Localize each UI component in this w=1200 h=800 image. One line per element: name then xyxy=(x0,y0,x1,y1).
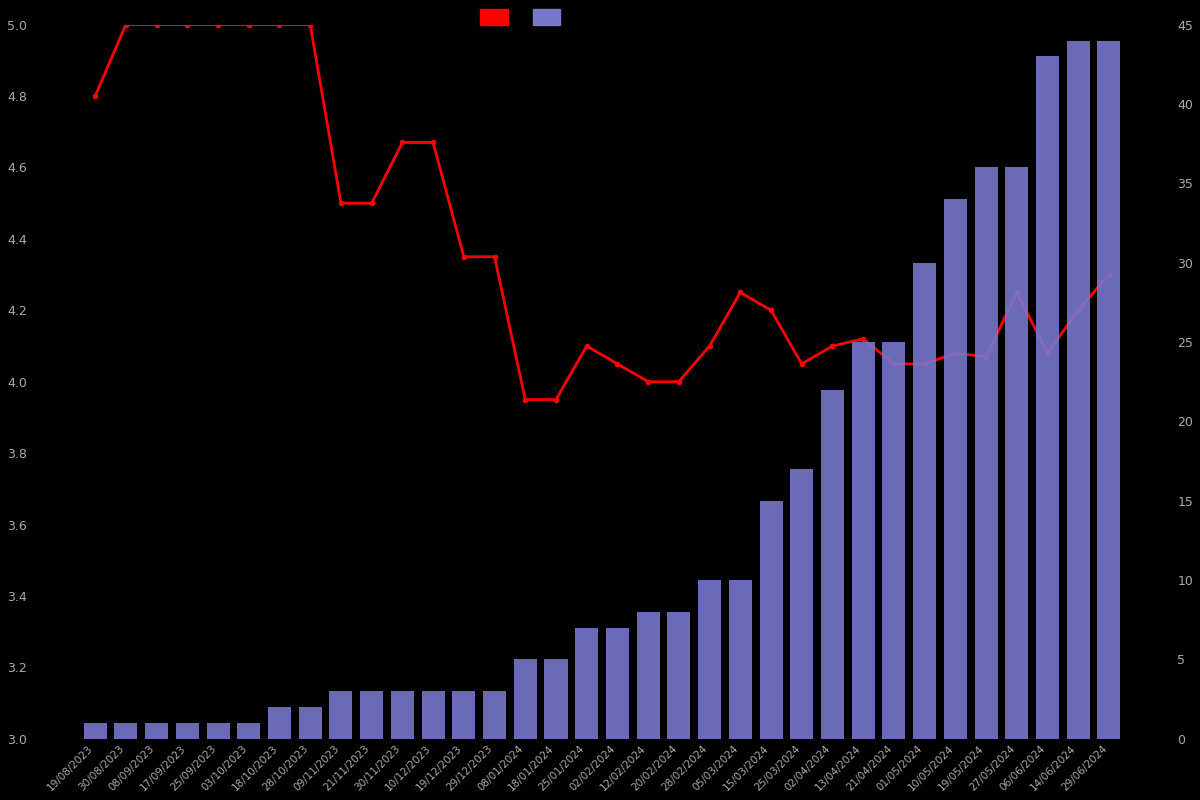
Bar xyxy=(330,691,353,738)
Bar xyxy=(1098,41,1121,738)
Bar xyxy=(760,501,782,738)
Bar xyxy=(514,659,536,738)
Bar xyxy=(268,707,292,738)
Bar xyxy=(145,723,168,738)
Bar xyxy=(791,469,814,738)
Bar xyxy=(1006,167,1028,738)
Bar xyxy=(882,342,906,738)
Bar xyxy=(913,262,936,738)
Bar xyxy=(299,707,322,738)
Bar xyxy=(360,691,383,738)
Bar xyxy=(206,723,229,738)
Legend: , : , xyxy=(474,3,570,30)
Bar xyxy=(391,691,414,738)
Bar xyxy=(575,628,599,738)
Bar xyxy=(728,580,752,738)
Bar xyxy=(637,612,660,738)
Bar xyxy=(238,723,260,738)
Bar xyxy=(698,580,721,738)
Bar xyxy=(667,612,690,738)
Bar xyxy=(484,691,506,738)
Bar xyxy=(606,628,629,738)
Bar xyxy=(821,390,844,738)
Bar xyxy=(944,199,967,738)
Bar xyxy=(114,723,138,738)
Bar xyxy=(452,691,475,738)
Bar xyxy=(852,342,875,738)
Bar xyxy=(1036,56,1060,738)
Bar xyxy=(84,723,107,738)
Bar xyxy=(1067,41,1090,738)
Bar xyxy=(176,723,199,738)
Bar xyxy=(421,691,445,738)
Bar xyxy=(545,659,568,738)
Bar xyxy=(974,167,997,738)
